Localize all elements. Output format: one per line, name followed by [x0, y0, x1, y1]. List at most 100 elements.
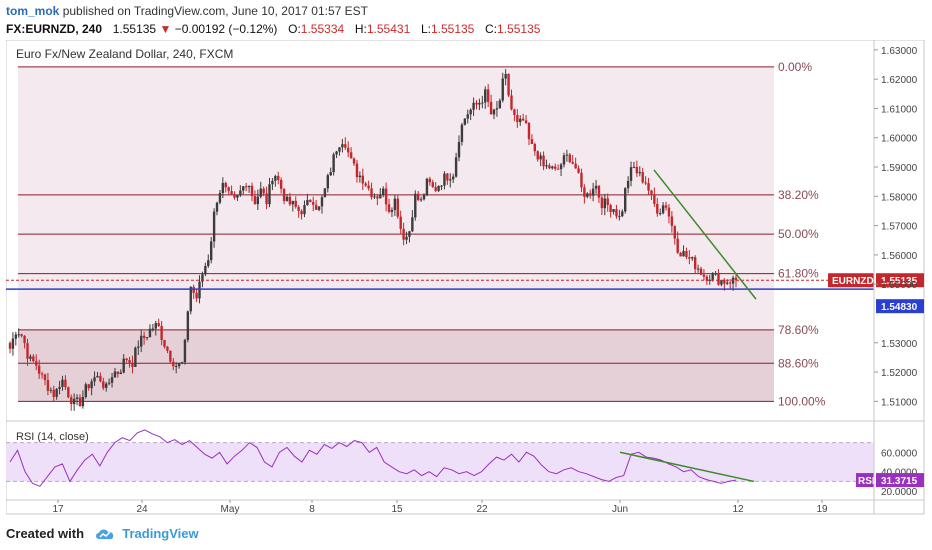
candle-body: [562, 155, 566, 165]
candle-body: [55, 388, 58, 397]
candle-body: [702, 274, 706, 277]
candle-body: [708, 279, 711, 281]
candle-body: [472, 102, 475, 110]
candle-body: [373, 196, 376, 198]
candle-body: [201, 274, 204, 282]
candle-body: [329, 172, 332, 176]
chart-area[interactable]: 0.00% 38.20% 50.00% 61.80% 78.60% 88.60% 100.0…: [6, 40, 926, 516]
candle-body: [52, 389, 55, 397]
down-arrow-icon: ▼: [159, 22, 172, 36]
rsi-title: RSI (14, close): [16, 431, 89, 443]
candle-body: [699, 268, 703, 275]
candle-body: [99, 375, 102, 382]
price-tick-label: 1.51000: [881, 397, 918, 408]
candle-body: [583, 187, 586, 197]
candle-body: [460, 124, 464, 142]
fib-zone: [18, 363, 774, 402]
candle-body: [341, 144, 344, 148]
candle-body: [676, 238, 679, 253]
candle-body: [434, 187, 437, 191]
candle-body: [81, 396, 85, 407]
candle-body: [723, 280, 726, 284]
tradingview-brand[interactable]: TradingView: [122, 526, 199, 541]
candle-body: [96, 375, 99, 378]
candle-body: [533, 144, 537, 152]
candle-body: [107, 382, 111, 384]
candle-body: [209, 241, 213, 261]
candle-body: [259, 188, 262, 197]
candle-body: [244, 186, 248, 188]
candle-body: [691, 257, 694, 259]
candle-body: [274, 175, 277, 181]
candle-body: [253, 196, 257, 205]
symbol-label: FX:EURNZD, 240: [6, 22, 103, 36]
candle-body: [247, 185, 251, 188]
high-label: H:: [354, 22, 367, 36]
candle-body: [279, 179, 283, 189]
candle-body: [402, 228, 405, 240]
low-label: L:: [420, 22, 431, 36]
candle-body: [661, 205, 665, 214]
candle-body: [314, 204, 318, 210]
candle-body: [317, 206, 321, 210]
candle-body: [469, 109, 472, 115]
candle-body: [198, 281, 201, 299]
candle-body: [565, 154, 569, 156]
candle-body: [419, 199, 423, 201]
candle-body: [545, 165, 548, 167]
author-link[interactable]: tom_mok: [6, 4, 60, 18]
candle-body: [300, 210, 303, 215]
candle-body: [212, 211, 216, 242]
candle-body: [507, 73, 510, 96]
candle-body: [405, 236, 408, 240]
price-chart-svg[interactable]: 0.00% 38.20% 50.00% 61.80% 78.60% 88.60% 100.0…: [6, 40, 926, 516]
candle-body: [355, 163, 359, 178]
candle-body: [667, 207, 671, 217]
candle-body: [303, 205, 306, 215]
fib-zone: [18, 66, 774, 195]
rsi-tag-label: RSI: [858, 476, 875, 487]
candle-body: [207, 260, 210, 267]
fib-level-label: 88.60%: [778, 356, 819, 370]
candle-body: [437, 185, 440, 191]
candle-body: [294, 200, 297, 207]
time-tick-label: Jun: [612, 504, 628, 515]
candle-body: [151, 328, 155, 330]
quote-line: FX:EURNZD, 240 1.55135 ▼ −0.00192 (−0.12…: [6, 22, 540, 36]
candle-body: [478, 102, 481, 105]
candle-body: [524, 120, 528, 123]
candle-body: [656, 203, 659, 214]
candle-body: [20, 334, 23, 336]
created-with-text: Created with: [6, 526, 85, 541]
candle-body: [658, 213, 662, 215]
candle-body: [40, 373, 44, 375]
candle-body: [489, 101, 493, 115]
candle-body: [70, 397, 73, 405]
candle-body: [603, 198, 606, 209]
candle-body: [414, 193, 417, 218]
candle-body: [600, 197, 604, 209]
candle-body: [664, 205, 668, 208]
candle-body: [393, 198, 397, 210]
candle-body: [376, 196, 379, 199]
candle-body: [399, 216, 402, 229]
candle-body: [390, 209, 394, 212]
footer: Created with TradingView: [6, 526, 199, 544]
candle-body: [262, 188, 265, 194]
rsi-tick-label: 60.0000: [881, 448, 918, 459]
candle-body: [577, 168, 580, 173]
rsi-trendline: [619, 451, 755, 483]
price-tick-label: 1.63000: [881, 46, 918, 57]
candle-body: [67, 387, 70, 398]
candle-body: [696, 268, 700, 270]
candle-body: [431, 182, 434, 188]
candle-body: [352, 158, 356, 164]
price-tick-label: 1.60000: [881, 134, 918, 145]
candle-body: [370, 188, 373, 198]
price-tick-label: 1.56000: [881, 251, 918, 262]
candle-body: [309, 200, 312, 203]
candle-body: [157, 323, 160, 326]
fib-level-label: 50.00%: [778, 227, 819, 241]
candle-body: [367, 185, 370, 189]
fib-zone: [18, 329, 774, 364]
